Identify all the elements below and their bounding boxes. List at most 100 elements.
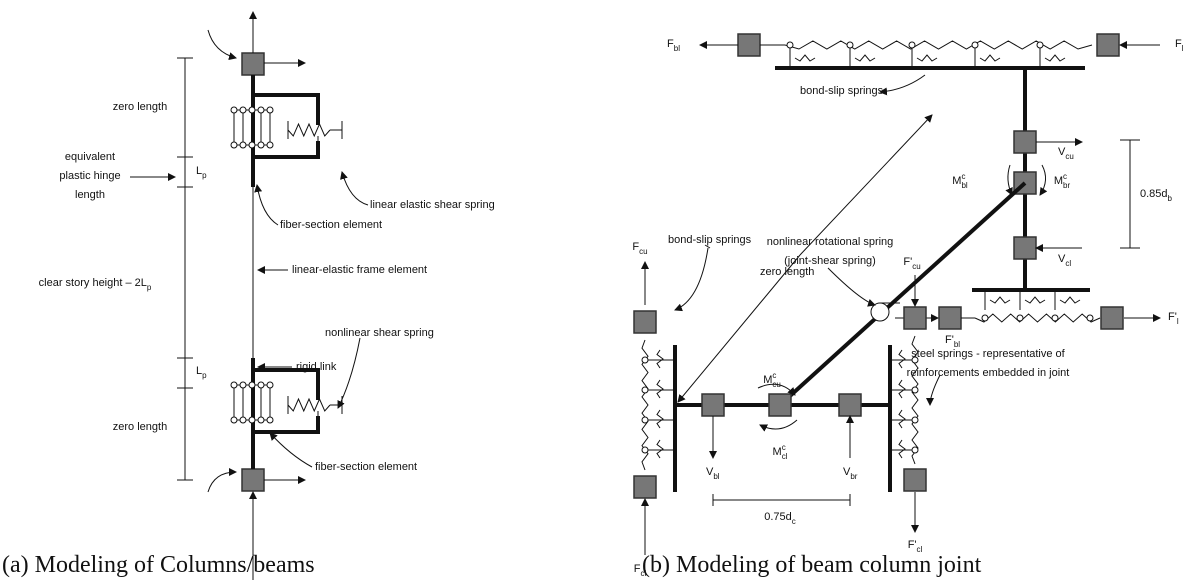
node-square [634, 476, 656, 498]
label-sub: p [202, 171, 207, 180]
curve [785, 41, 1092, 49]
label-sup: c [1063, 172, 1067, 181]
hinge-circle [258, 142, 264, 148]
label-sub: l [1177, 317, 1179, 326]
curve [1060, 297, 1080, 303]
label-main: 0.85d [1140, 188, 1168, 200]
hinge-circle [1037, 42, 1043, 48]
label-main: F' [1168, 311, 1177, 323]
curve [1025, 297, 1045, 303]
curve [657, 380, 663, 398]
label-sub: c [792, 517, 796, 526]
label-sub: bl [713, 472, 719, 481]
node-square [1014, 131, 1036, 153]
hinge-circle [1052, 315, 1058, 321]
label: Vbl [706, 466, 720, 481]
curve [899, 410, 905, 428]
curve [1040, 165, 1046, 195]
curve [657, 410, 663, 428]
hinge-circle [231, 142, 237, 148]
node-square [702, 394, 724, 416]
label-main: M [773, 446, 782, 458]
label: Lp [196, 365, 207, 380]
label-main: F' [903, 256, 912, 268]
label-main: clear story height – 2L [39, 277, 147, 289]
hinge-circle [1087, 315, 1093, 321]
label-sup: c [961, 172, 965, 181]
hinge-circle [982, 315, 988, 321]
hinge-circle [912, 417, 918, 423]
hinge-circle [249, 417, 255, 423]
label-main: M [952, 175, 961, 187]
label: nonlinear rotational spring [767, 236, 894, 248]
label: length [75, 189, 105, 201]
hinge-circle [258, 107, 264, 113]
label: Lp [196, 165, 207, 180]
label-sub: cu [912, 262, 920, 271]
label-sub: br [850, 472, 857, 481]
label-sub: cu [1065, 152, 1073, 161]
hinge-circle [972, 42, 978, 48]
curve [980, 55, 1000, 61]
curve [899, 350, 905, 368]
label: fiber-section element [315, 461, 417, 473]
curve [1045, 55, 1065, 61]
curve [990, 297, 1010, 303]
hinge-circle [642, 387, 648, 393]
hinge-circle [267, 107, 273, 113]
hinge-circle [240, 382, 246, 388]
label: bond-slip springs [800, 85, 884, 97]
label: zero length [113, 421, 167, 433]
label-sub: cu [772, 380, 780, 389]
node-square [242, 469, 264, 491]
label: F'bl [945, 334, 960, 349]
hinge-circle [249, 107, 255, 113]
hinge-circle [258, 382, 264, 388]
curve [208, 30, 236, 58]
label: Vcu [1058, 146, 1074, 161]
label-main: F' [908, 539, 917, 551]
label-main: M [763, 374, 772, 386]
curve [975, 314, 1100, 322]
label-sub: b [1168, 194, 1173, 203]
hinge-circle [912, 387, 918, 393]
hinge-circle [871, 303, 889, 321]
label: zero length [760, 266, 814, 278]
hinge-circle [642, 417, 648, 423]
label: F'l [1168, 311, 1179, 326]
hinge-circle [1017, 315, 1023, 321]
label: zero length [113, 101, 167, 113]
node-square [738, 34, 760, 56]
curve [257, 185, 278, 225]
node-square [839, 394, 861, 416]
page: {"panel_a": { "zero_length_top": "zero l… [0, 0, 1190, 585]
node-square [1097, 34, 1119, 56]
label: F'cu [903, 256, 920, 271]
label: bond-slip springs [668, 234, 752, 246]
labels: zero lengthequivalentplastic hingelength… [2, 38, 1184, 578]
label-sub: br [1063, 181, 1070, 190]
hinge-circle [267, 142, 273, 148]
label: Mcbr [1054, 172, 1071, 190]
curve [338, 338, 360, 408]
curve [270, 433, 312, 467]
label: Fbl [667, 38, 680, 53]
hinge-circle [231, 417, 237, 423]
hinge-circle [642, 447, 648, 453]
node-square [1014, 237, 1036, 259]
curve [917, 55, 937, 61]
hinge-circle [240, 142, 246, 148]
label: steel springs - representative of [911, 348, 1065, 360]
caption: (b) Modeling of beam column joint [642, 552, 982, 578]
line [800, 115, 932, 255]
hinge-circle [258, 417, 264, 423]
curve [657, 350, 663, 368]
label: reinforcements embedded in joint [907, 367, 1070, 379]
curve [342, 172, 368, 205]
label-main: 0.75d [764, 511, 792, 523]
label-sub: cl [1065, 259, 1071, 268]
curve [675, 248, 708, 310]
hinge-circle [912, 447, 918, 453]
